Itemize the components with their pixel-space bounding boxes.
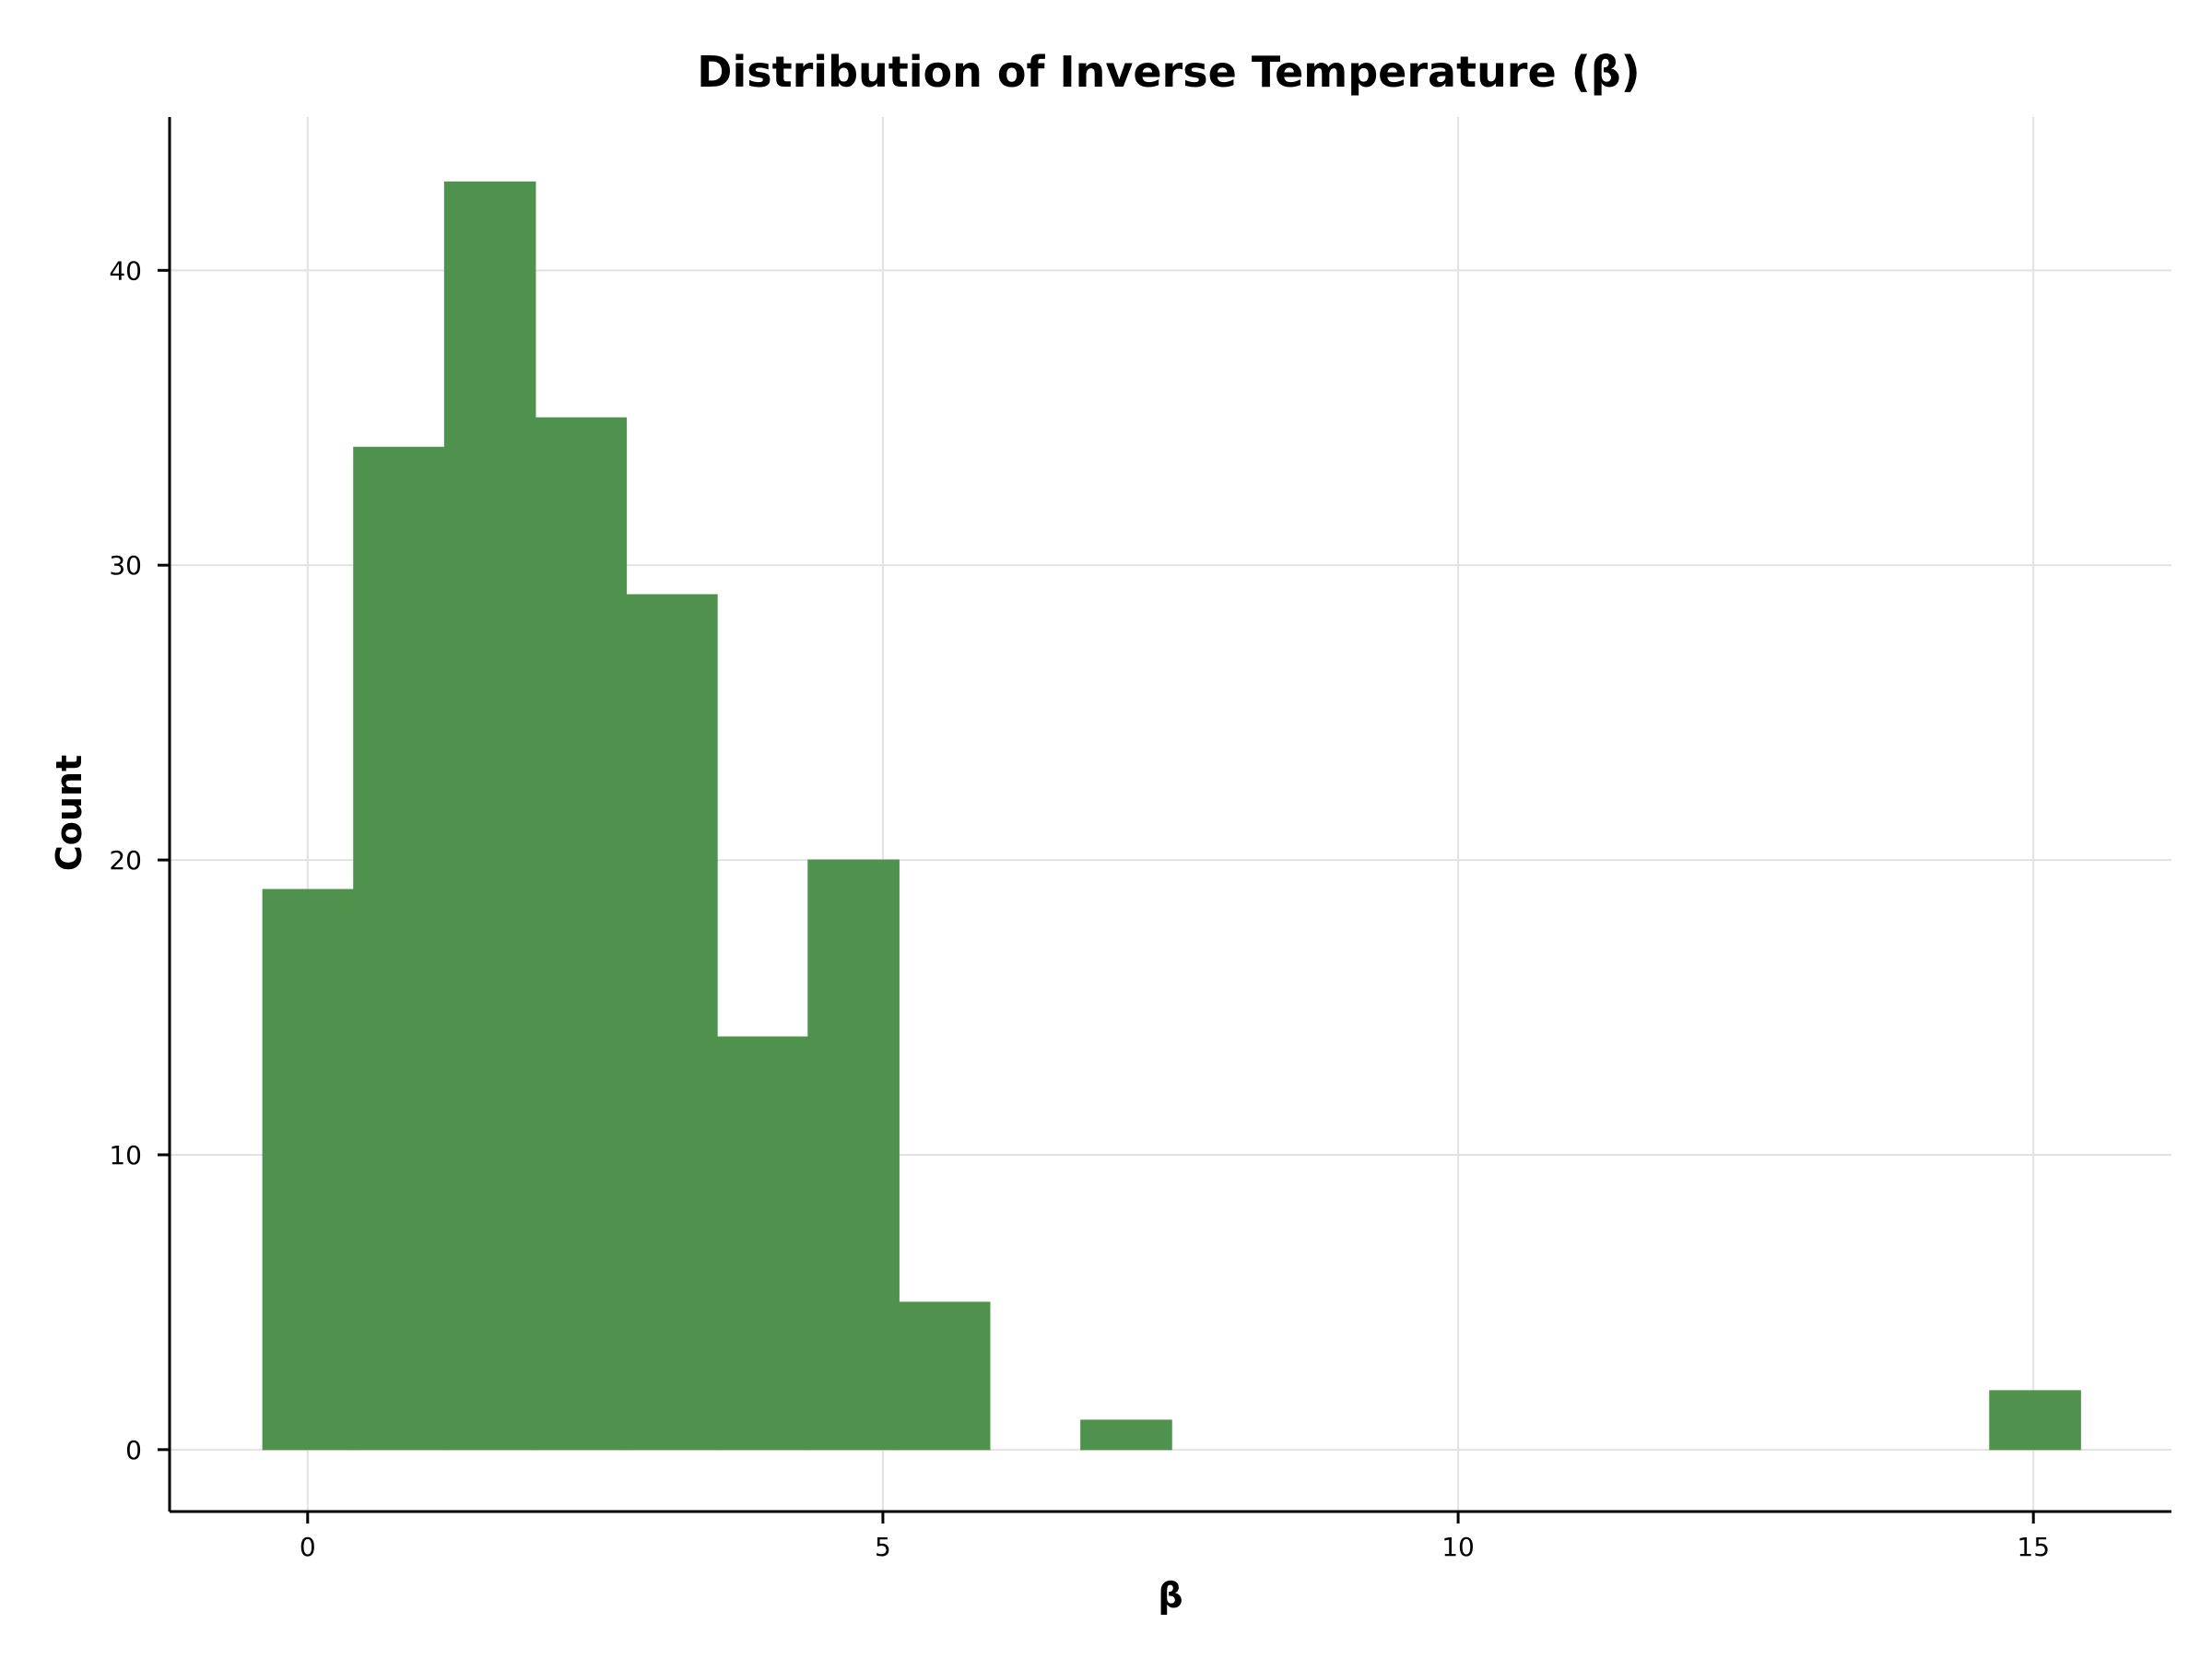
x-tick-label: 5 bbox=[875, 1532, 891, 1562]
y-tick-label: 30 bbox=[109, 550, 142, 581]
histogram-bar bbox=[443, 181, 536, 1451]
x-axis-ticks: 0 5 10 15 bbox=[300, 1512, 2050, 1562]
x-tick-label: 10 bbox=[1441, 1532, 1475, 1562]
histogram-bar bbox=[353, 446, 445, 1451]
histogram-bar bbox=[898, 1301, 991, 1451]
y-tick-label: 40 bbox=[109, 255, 142, 286]
chart-title: Distribution of Inverse Temperature (β) bbox=[697, 47, 1640, 97]
y-tick-label: 0 bbox=[125, 1435, 142, 1465]
y-axis-ticks: 0 10 20 30 40 bbox=[109, 255, 170, 1465]
x-tick-label: 0 bbox=[300, 1532, 316, 1562]
histogram-bar bbox=[626, 594, 718, 1451]
histogram-bar bbox=[262, 888, 355, 1451]
y-axis-label: Count bbox=[49, 755, 89, 871]
histogram-bar bbox=[1080, 1419, 1172, 1451]
histogram-bar bbox=[535, 417, 628, 1451]
histogram-bar bbox=[716, 1036, 809, 1451]
histogram-bar bbox=[1989, 1390, 2081, 1451]
x-tick-label: 15 bbox=[2017, 1532, 2050, 1562]
histogram-bars bbox=[262, 181, 2081, 1451]
y-tick-label: 10 bbox=[109, 1140, 142, 1171]
y-tick-label: 20 bbox=[109, 845, 142, 876]
x-axis-label: β bbox=[1158, 1575, 1182, 1616]
histogram-bar bbox=[807, 859, 900, 1451]
